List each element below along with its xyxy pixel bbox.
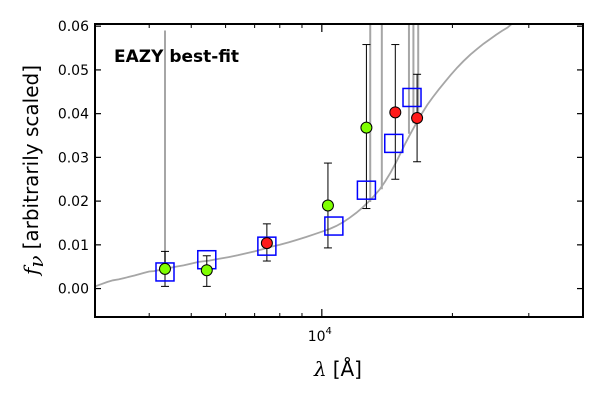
y-tick-label: 0.05 xyxy=(58,63,89,79)
y-tick-label: 0.03 xyxy=(58,150,89,166)
x-tick-label: 104 xyxy=(308,326,332,345)
x-tick-label-exponent: 4 xyxy=(326,326,332,337)
model-flux-box xyxy=(324,216,344,236)
annotation-label: EAZY best-fit xyxy=(114,47,239,67)
y-tick-label: 0.02 xyxy=(58,194,89,210)
plot-area xyxy=(95,24,513,288)
model-flux-box xyxy=(356,180,377,200)
observed-flux-point xyxy=(360,121,373,134)
model-flux-box xyxy=(402,87,422,108)
y-tick-label: 0.04 xyxy=(58,107,89,123)
y-tick-label: 0.06 xyxy=(58,19,89,35)
y-tick-label: 0.00 xyxy=(58,282,89,298)
observed-flux-point xyxy=(389,106,402,119)
y-axis-label: fν[arbitrarily scaled] xyxy=(19,65,48,277)
plot-frame xyxy=(94,23,584,318)
y-tick-label: 0.01 xyxy=(58,238,89,254)
observed-flux-point xyxy=(411,112,424,125)
x-axis-symbol: λ xyxy=(313,357,327,381)
model-flux-box xyxy=(384,133,404,154)
y-axis-subscript: ν xyxy=(24,255,48,267)
x-axis-label: λ [Å] xyxy=(313,357,362,381)
y-axis-text: [arbitrarily scaled] xyxy=(19,65,43,249)
observed-flux-point xyxy=(200,264,213,277)
x-axis-unit: [Å] xyxy=(333,357,362,381)
y-axis-label-group: fν[arbitrarily scaled] xyxy=(19,65,48,277)
axis-ticks: 0.00 0.01 0.02 0.03 0.04 0.05 0.06 104 xyxy=(58,19,584,345)
observed-flux-point xyxy=(159,262,172,275)
x-tick-label-base: 10 xyxy=(308,329,326,345)
observed-flux-point xyxy=(321,199,334,212)
observed-flux-point xyxy=(260,237,273,250)
